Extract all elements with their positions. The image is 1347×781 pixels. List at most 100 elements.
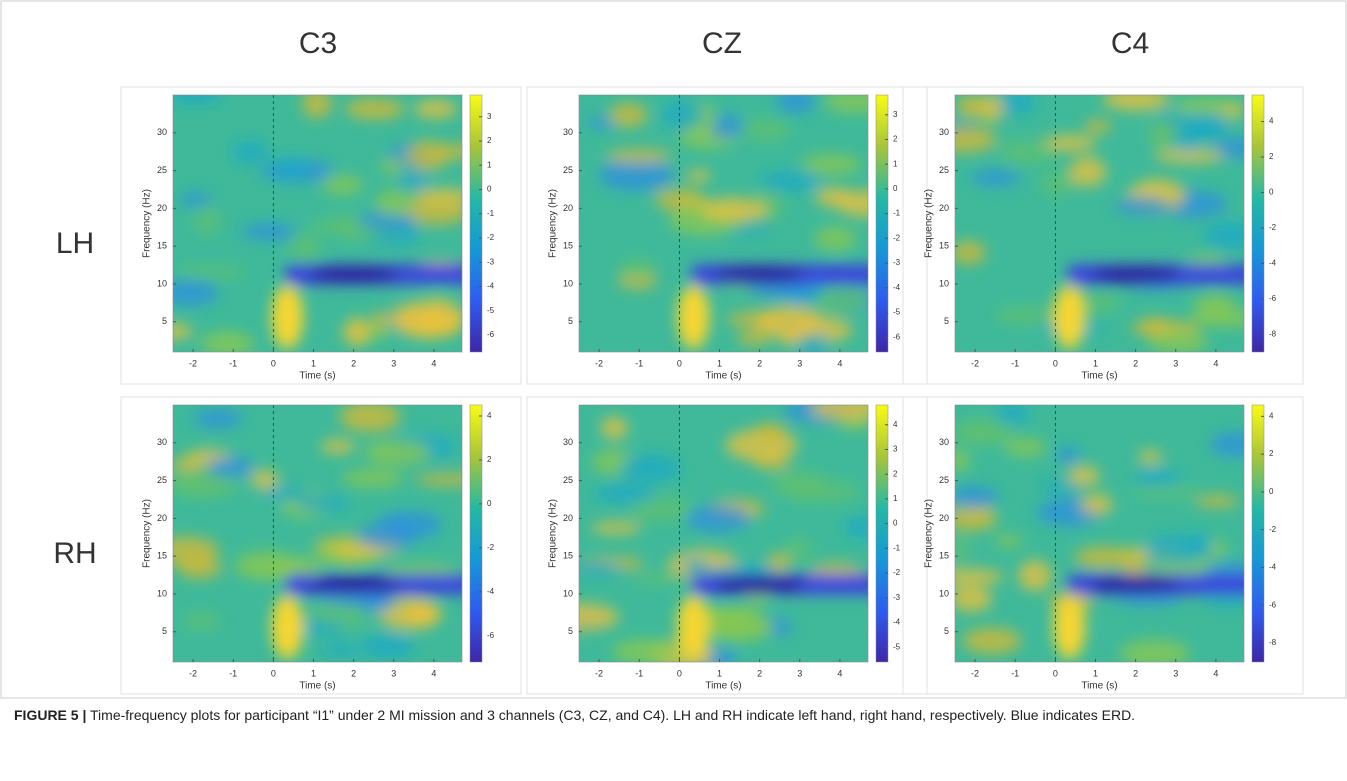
texture-blob	[1190, 309, 1244, 328]
erd-core	[308, 576, 399, 593]
colorbar-tick-label: -2	[1269, 223, 1277, 232]
colorbar-tick-label: 1	[893, 159, 898, 168]
colorbar-tick-label: -2	[487, 233, 495, 242]
ers-blob	[271, 595, 304, 659]
x-tick-label: 2	[757, 358, 762, 368]
texture-blob	[836, 189, 868, 218]
texture-blob	[609, 102, 648, 128]
texture-blob	[955, 506, 997, 532]
colorbar-tick-label: 0	[487, 185, 492, 194]
ers-blob	[677, 285, 710, 349]
x-tick-label: 4	[837, 358, 842, 368]
texture-blob	[241, 223, 298, 240]
x-tick-label: 1	[717, 358, 722, 368]
heatmap-texture	[173, 95, 462, 352]
texture-blob	[630, 496, 695, 522]
texture-blob	[755, 306, 824, 339]
erd-core	[308, 266, 399, 283]
x-tick-label: 0	[1053, 358, 1058, 368]
colorbar-tick-label: 3	[487, 112, 492, 121]
texture-blob	[955, 125, 997, 153]
texture-blob	[342, 469, 404, 488]
heatmap	[955, 405, 1244, 662]
texture-blob	[1147, 330, 1209, 352]
colorbar-tick-label: -6	[1269, 600, 1277, 609]
texture-blob	[1174, 97, 1239, 116]
x-tick-label: 3	[1173, 358, 1178, 368]
y-axis-label: Frequency (Hz)	[548, 499, 559, 568]
texture-blob	[1074, 546, 1133, 569]
heatmap	[955, 95, 1244, 352]
colorbar-tick-label: 2	[487, 136, 492, 145]
x-axis-label: Time (s)	[705, 681, 741, 692]
colorbar-tick-label: -2	[893, 233, 901, 242]
x-tick-label: 3	[797, 358, 802, 368]
colorbar-tick-label: 2	[893, 135, 898, 144]
texture-blob	[1195, 494, 1239, 508]
texture-blob	[1154, 150, 1226, 164]
texture-blob	[1203, 222, 1244, 250]
texture-blob	[579, 603, 619, 631]
colorbar-tick-label: -3	[893, 258, 901, 267]
heatmap	[173, 405, 462, 662]
x-tick-label: 3	[1173, 668, 1178, 678]
colorbar-tick-label: -4	[487, 282, 495, 291]
y-tick-label: 20	[563, 203, 573, 213]
ers-blob	[677, 595, 710, 659]
texture-blob	[783, 480, 860, 503]
y-tick-label: 10	[157, 588, 167, 598]
ers-blob	[1053, 285, 1086, 349]
texture-blob	[405, 602, 441, 626]
texture-blob	[193, 408, 243, 429]
texture-blob	[272, 556, 323, 580]
texture-blob	[740, 118, 791, 142]
texture-blob	[390, 300, 462, 332]
colorbar-tick-label: -4	[893, 283, 901, 292]
colorbar	[469, 94, 483, 353]
x-tick-label: 2	[1133, 358, 1138, 368]
texture-blob	[760, 170, 823, 192]
texture-blob	[595, 483, 656, 504]
texture-blob	[997, 405, 1030, 425]
texture-blob	[776, 95, 816, 114]
texture-blob	[606, 149, 672, 164]
heatmap	[579, 405, 868, 662]
heatmap-base	[955, 405, 1244, 662]
colorbar	[875, 94, 889, 353]
colorbar-tick-label: -4	[1269, 563, 1277, 572]
y-axis-label: Frequency (Hz)	[548, 189, 559, 258]
y-tick-label: 10	[563, 278, 573, 288]
colorbar-tick-label: 0	[487, 499, 492, 508]
x-tick-label: 4	[431, 668, 436, 678]
colorbar-tick-label: -1	[893, 209, 901, 218]
y-tick-label: 30	[563, 437, 573, 447]
texture-blob	[1144, 534, 1211, 565]
y-tick-label: 10	[563, 588, 573, 598]
x-tick-label: 1	[1093, 358, 1098, 368]
colorbar-tick-label: -6	[893, 332, 901, 341]
texture-blob	[685, 505, 751, 533]
x-tick-label: 3	[797, 668, 802, 678]
y-tick-label: 25	[563, 165, 573, 175]
colorbar-tick-label: 0	[1269, 487, 1274, 496]
x-tick-label: 4	[1213, 358, 1218, 368]
plot-border	[954, 404, 1245, 663]
erd-core	[714, 266, 805, 283]
colorbar	[1251, 94, 1265, 353]
y-tick-label: 15	[157, 551, 167, 561]
texture-blob	[173, 473, 226, 494]
texture-blob	[810, 405, 868, 421]
y-tick-label: 25	[157, 165, 167, 175]
colorbar-tick-label: -1	[893, 543, 901, 552]
panel-frame	[120, 396, 522, 695]
y-tick-label: 20	[939, 203, 949, 213]
texture-blob	[686, 169, 711, 182]
texture-blob	[682, 557, 710, 576]
heatmap-texture	[587, 95, 868, 352]
colorbar-tick-label: -6	[1269, 294, 1277, 303]
texture-blob	[993, 306, 1061, 325]
colorbar-tick-label: 4	[1269, 117, 1274, 126]
texture-blob	[824, 95, 868, 114]
y-tick-label: 30	[939, 437, 949, 447]
